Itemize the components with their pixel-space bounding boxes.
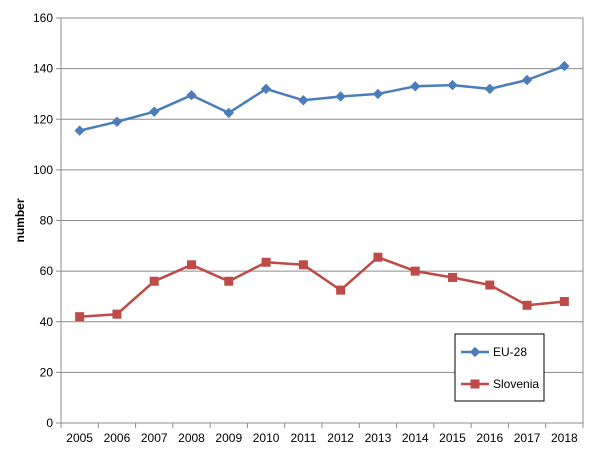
legend: EU-28 Slovenia <box>454 333 545 402</box>
data-point-slovenia <box>149 276 159 286</box>
data-point-eu-28 <box>260 83 272 95</box>
data-point-eu-28 <box>410 81 421 92</box>
data-point-slovenia <box>75 312 85 322</box>
series-layer <box>74 60 570 322</box>
x-tick-label: 2013 <box>365 431 392 445</box>
data-point-slovenia <box>485 280 495 290</box>
y-tick-label: 100 <box>33 163 53 177</box>
series-slovenia <box>75 252 569 322</box>
data-point-slovenia <box>559 297 569 306</box>
legend-label-eu-28: EU-28 <box>493 345 527 359</box>
x-tick-label: 2014 <box>402 431 429 445</box>
x-tick-label: 2006 <box>104 431 131 445</box>
data-point-slovenia <box>522 300 532 310</box>
data-point-slovenia <box>187 260 196 270</box>
data-point-eu-28 <box>186 89 197 101</box>
data-point-eu-28 <box>111 116 123 127</box>
x-tick-label: 2011 <box>290 431 316 445</box>
x-tick-label: 2017 <box>514 431 541 445</box>
data-point-slovenia <box>373 252 383 262</box>
legend-marker-eu-28 <box>469 346 481 358</box>
grid-lines <box>61 17 583 373</box>
y-tick-label: 140 <box>33 62 53 76</box>
data-point-eu-28 <box>335 91 346 102</box>
data-point-slovenia <box>448 272 457 282</box>
data-point-eu-28 <box>559 60 570 72</box>
series-line-slovenia <box>79 255 565 318</box>
x-tick-label: 2012 <box>327 431 354 445</box>
legend-entry-slovenia: Slovenia <box>461 377 539 391</box>
legend-entry-eu-28: EU-28 <box>461 345 527 359</box>
data-point-slovenia <box>410 266 420 276</box>
x-tick-label: 2009 <box>215 431 242 445</box>
y-tick-label: 20 <box>40 365 54 379</box>
y-tick-label: 40 <box>40 315 54 329</box>
legend-label-slovenia: Slovenia <box>493 377 539 391</box>
data-point-slovenia <box>224 276 234 286</box>
data-point-slovenia <box>298 260 308 270</box>
y-axis-title: number <box>13 198 27 242</box>
data-point-eu-28 <box>521 74 533 86</box>
x-tick-label: 2018 <box>551 431 578 445</box>
y-tick-label: 80 <box>40 214 54 228</box>
series-eu-28 <box>74 60 570 136</box>
y-tick-label: 0 <box>46 416 53 430</box>
legend-box <box>454 333 545 402</box>
data-point-eu-28 <box>372 88 384 100</box>
data-point-eu-28 <box>149 106 160 117</box>
data-point-eu-28 <box>484 83 495 95</box>
data-point-eu-28 <box>223 107 234 119</box>
y-tick-label: 60 <box>40 264 54 278</box>
x-tick-label: 2007 <box>141 431 168 445</box>
series-line-eu-28 <box>79 64 565 132</box>
x-tick-label: 2015 <box>439 431 466 445</box>
axes: 0 20 40 60 80 100 120 140 160 2005 2006 2007 2008 200… <box>13 11 584 445</box>
legend-marker-slovenia <box>470 379 480 389</box>
x-tick-label: 2005 <box>66 431 93 445</box>
x-tick-label: 2010 <box>253 431 280 445</box>
y-tick-label: 120 <box>33 112 53 126</box>
data-point-slovenia <box>336 285 346 295</box>
data-point-eu-28 <box>298 95 309 106</box>
data-point-eu-28 <box>447 79 458 91</box>
x-tick-label: 2016 <box>476 431 503 445</box>
y-tick-label: 160 <box>33 11 53 25</box>
x-tick-label: 2008 <box>178 431 205 445</box>
data-point-slovenia <box>261 257 271 267</box>
data-point-eu-28 <box>74 125 85 136</box>
data-point-slovenia <box>112 309 122 319</box>
